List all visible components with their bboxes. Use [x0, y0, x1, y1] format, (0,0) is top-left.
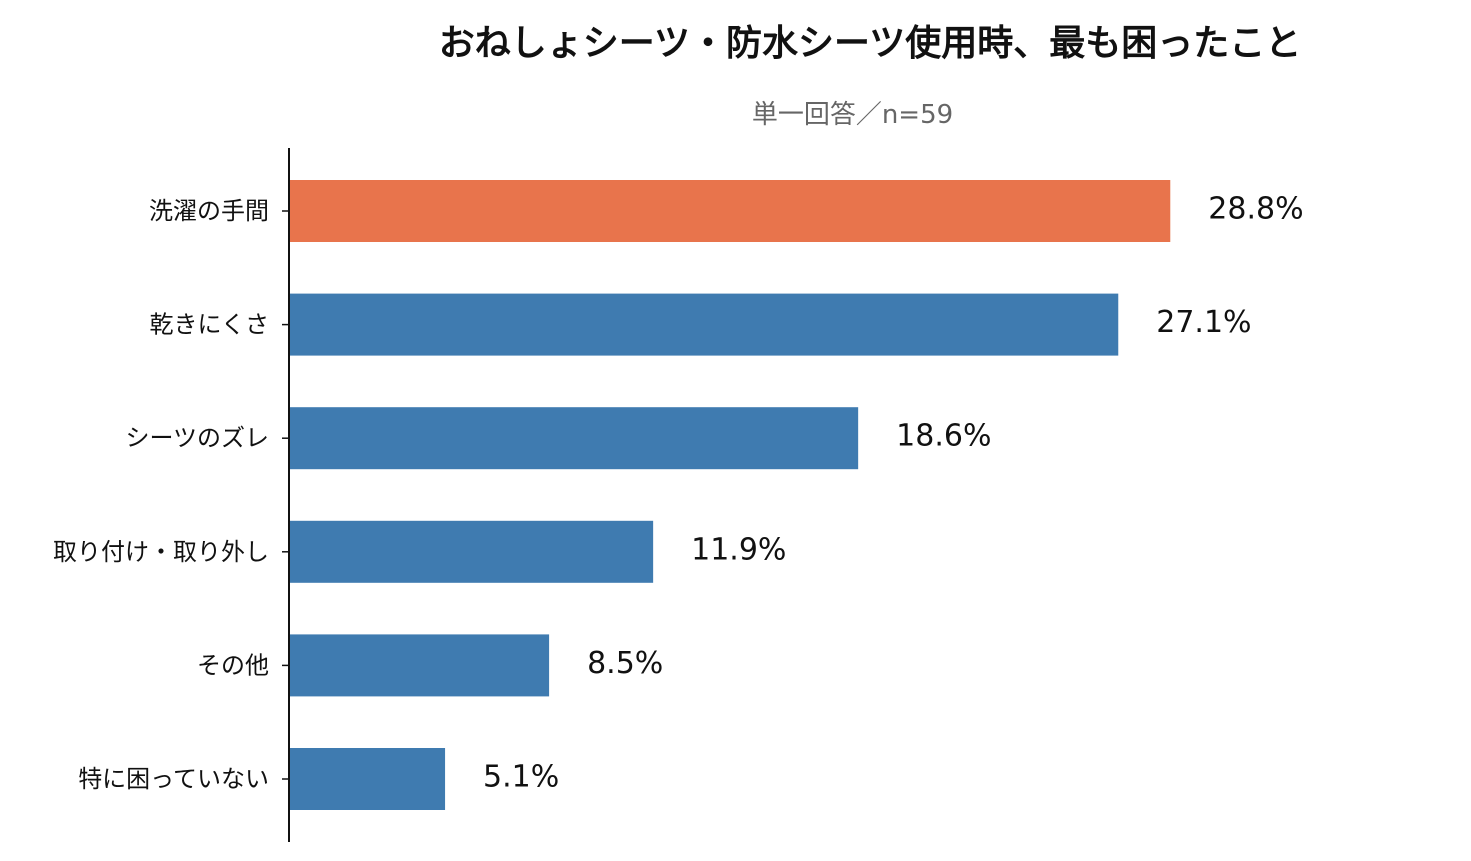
ticks-layer [282, 210, 289, 780]
bar-0 [289, 180, 1171, 242]
bar-3 [289, 520, 654, 583]
bar-2 [289, 407, 859, 470]
category-label-5: 特に困っていない [78, 765, 269, 793]
value-labels: 28.8% 27.1% 18.6% 11.9% 8.5% 5.1% [483, 192, 1304, 795]
bar-4 [289, 634, 550, 697]
chart-title: おねしょシーツ・防水シーツ使用時、最も困ったこと [438, 23, 1302, 64]
value-label-3: 11.9% [691, 532, 786, 567]
category-label-0: 洗濯の手間 [149, 197, 269, 225]
chart-subtitle: 単一回答／n=59 [751, 100, 954, 130]
category-label-1: 乾きにくさ [149, 311, 269, 339]
category-label-2: シーツのズレ [125, 424, 269, 452]
bar-5 [289, 748, 446, 810]
value-label-5: 5.1% [483, 760, 559, 795]
category-label-3: 取り付け・取り外し [53, 538, 269, 566]
value-label-1: 27.1% [1156, 305, 1251, 340]
bars-layer [289, 180, 1171, 810]
value-label-4: 8.5% [587, 646, 663, 681]
value-label-2: 18.6% [896, 419, 991, 454]
category-label-4: その他 [197, 651, 269, 679]
bar-1 [289, 293, 1119, 356]
value-label-0: 28.8% [1208, 192, 1303, 227]
